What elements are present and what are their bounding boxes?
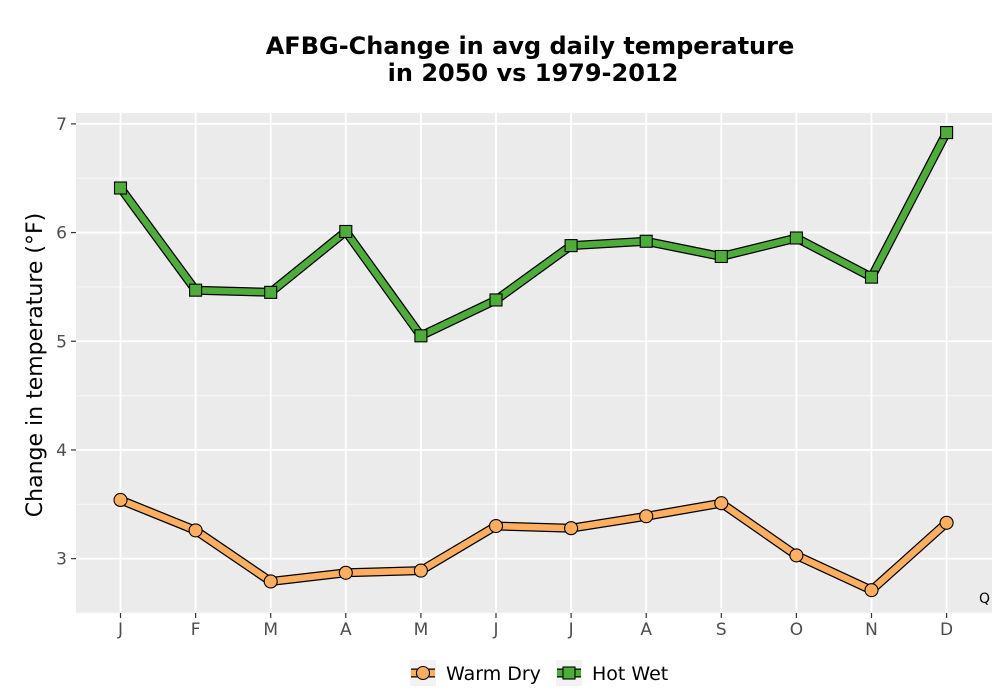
x-tick-label: S bbox=[716, 620, 727, 640]
chart-title-line1: AFBG-Change in avg daily temperature bbox=[266, 32, 795, 60]
x-tick-label: N bbox=[865, 620, 878, 640]
y-axis: 3 4 5 6 7 bbox=[56, 115, 76, 570]
data-point-hot-wet bbox=[864, 270, 879, 284]
series-line-hot-wet bbox=[117, 129, 950, 340]
corner-label: Q bbox=[979, 591, 990, 607]
data-point-hot-wet bbox=[714, 249, 728, 264]
x-tick-label: J bbox=[492, 620, 498, 640]
x-tick-label: J bbox=[568, 620, 574, 640]
x-tick-label: M bbox=[263, 620, 278, 640]
data-point-hot-wet bbox=[564, 239, 578, 253]
data-point-warm-dry bbox=[413, 563, 428, 578]
series-layer bbox=[113, 126, 954, 598]
data-point-hot-wet bbox=[789, 231, 803, 245]
data-point-hot-wet bbox=[639, 234, 653, 248]
data-point-warm-dry bbox=[864, 583, 879, 598]
legend: Warm Dry Hot Wet bbox=[410, 660, 668, 686]
y-tick-label: 5 bbox=[56, 332, 67, 352]
legend-label-warm-dry: Warm Dry bbox=[446, 663, 541, 685]
data-point-warm-dry bbox=[564, 521, 579, 536]
data-point-warm-dry bbox=[263, 574, 278, 589]
x-tick-label: J bbox=[117, 620, 123, 640]
grid-major bbox=[76, 113, 992, 613]
data-point-hot-wet bbox=[339, 224, 353, 239]
y-tick-label: 4 bbox=[56, 441, 67, 461]
legend-marker-warm-dry bbox=[415, 665, 431, 681]
x-tick-label: F bbox=[191, 620, 201, 640]
data-point-hot-wet bbox=[414, 329, 428, 343]
data-point-warm-dry bbox=[639, 509, 654, 524]
data-point-hot-wet bbox=[189, 283, 203, 297]
x-tick-label: A bbox=[640, 620, 652, 640]
data-point-warm-dry bbox=[714, 496, 729, 511]
x-tick-label: A bbox=[340, 620, 352, 640]
data-point-warm-dry bbox=[488, 518, 504, 534]
data-point-hot-wet bbox=[264, 285, 278, 299]
data-point-warm-dry bbox=[939, 515, 954, 530]
data-point-hot-wet bbox=[940, 126, 954, 140]
y-tick-label: 3 bbox=[56, 550, 67, 570]
data-point-warm-dry bbox=[789, 548, 804, 563]
data-point-warm-dry bbox=[338, 565, 353, 580]
data-point-hot-wet bbox=[113, 181, 128, 195]
data-point-warm-dry bbox=[188, 523, 203, 538]
y-tick-label: 7 bbox=[56, 115, 67, 135]
data-point-warm-dry bbox=[113, 492, 128, 508]
legend-label-hot-wet: Hot Wet bbox=[592, 663, 668, 685]
x-tick-label: M bbox=[414, 620, 429, 640]
data-point-hot-wet bbox=[489, 293, 503, 307]
chart-title-line2: in 2050 vs 1979-2012 bbox=[388, 59, 679, 87]
legend-marker-hot-wet bbox=[562, 666, 576, 680]
y-tick-label: 6 bbox=[56, 224, 67, 244]
series-line-warm-dry bbox=[117, 496, 950, 594]
x-tick-label: D bbox=[940, 620, 953, 640]
x-tick-label: O bbox=[790, 620, 803, 640]
y-axis-label: Change in temperature (°F) bbox=[23, 213, 48, 517]
